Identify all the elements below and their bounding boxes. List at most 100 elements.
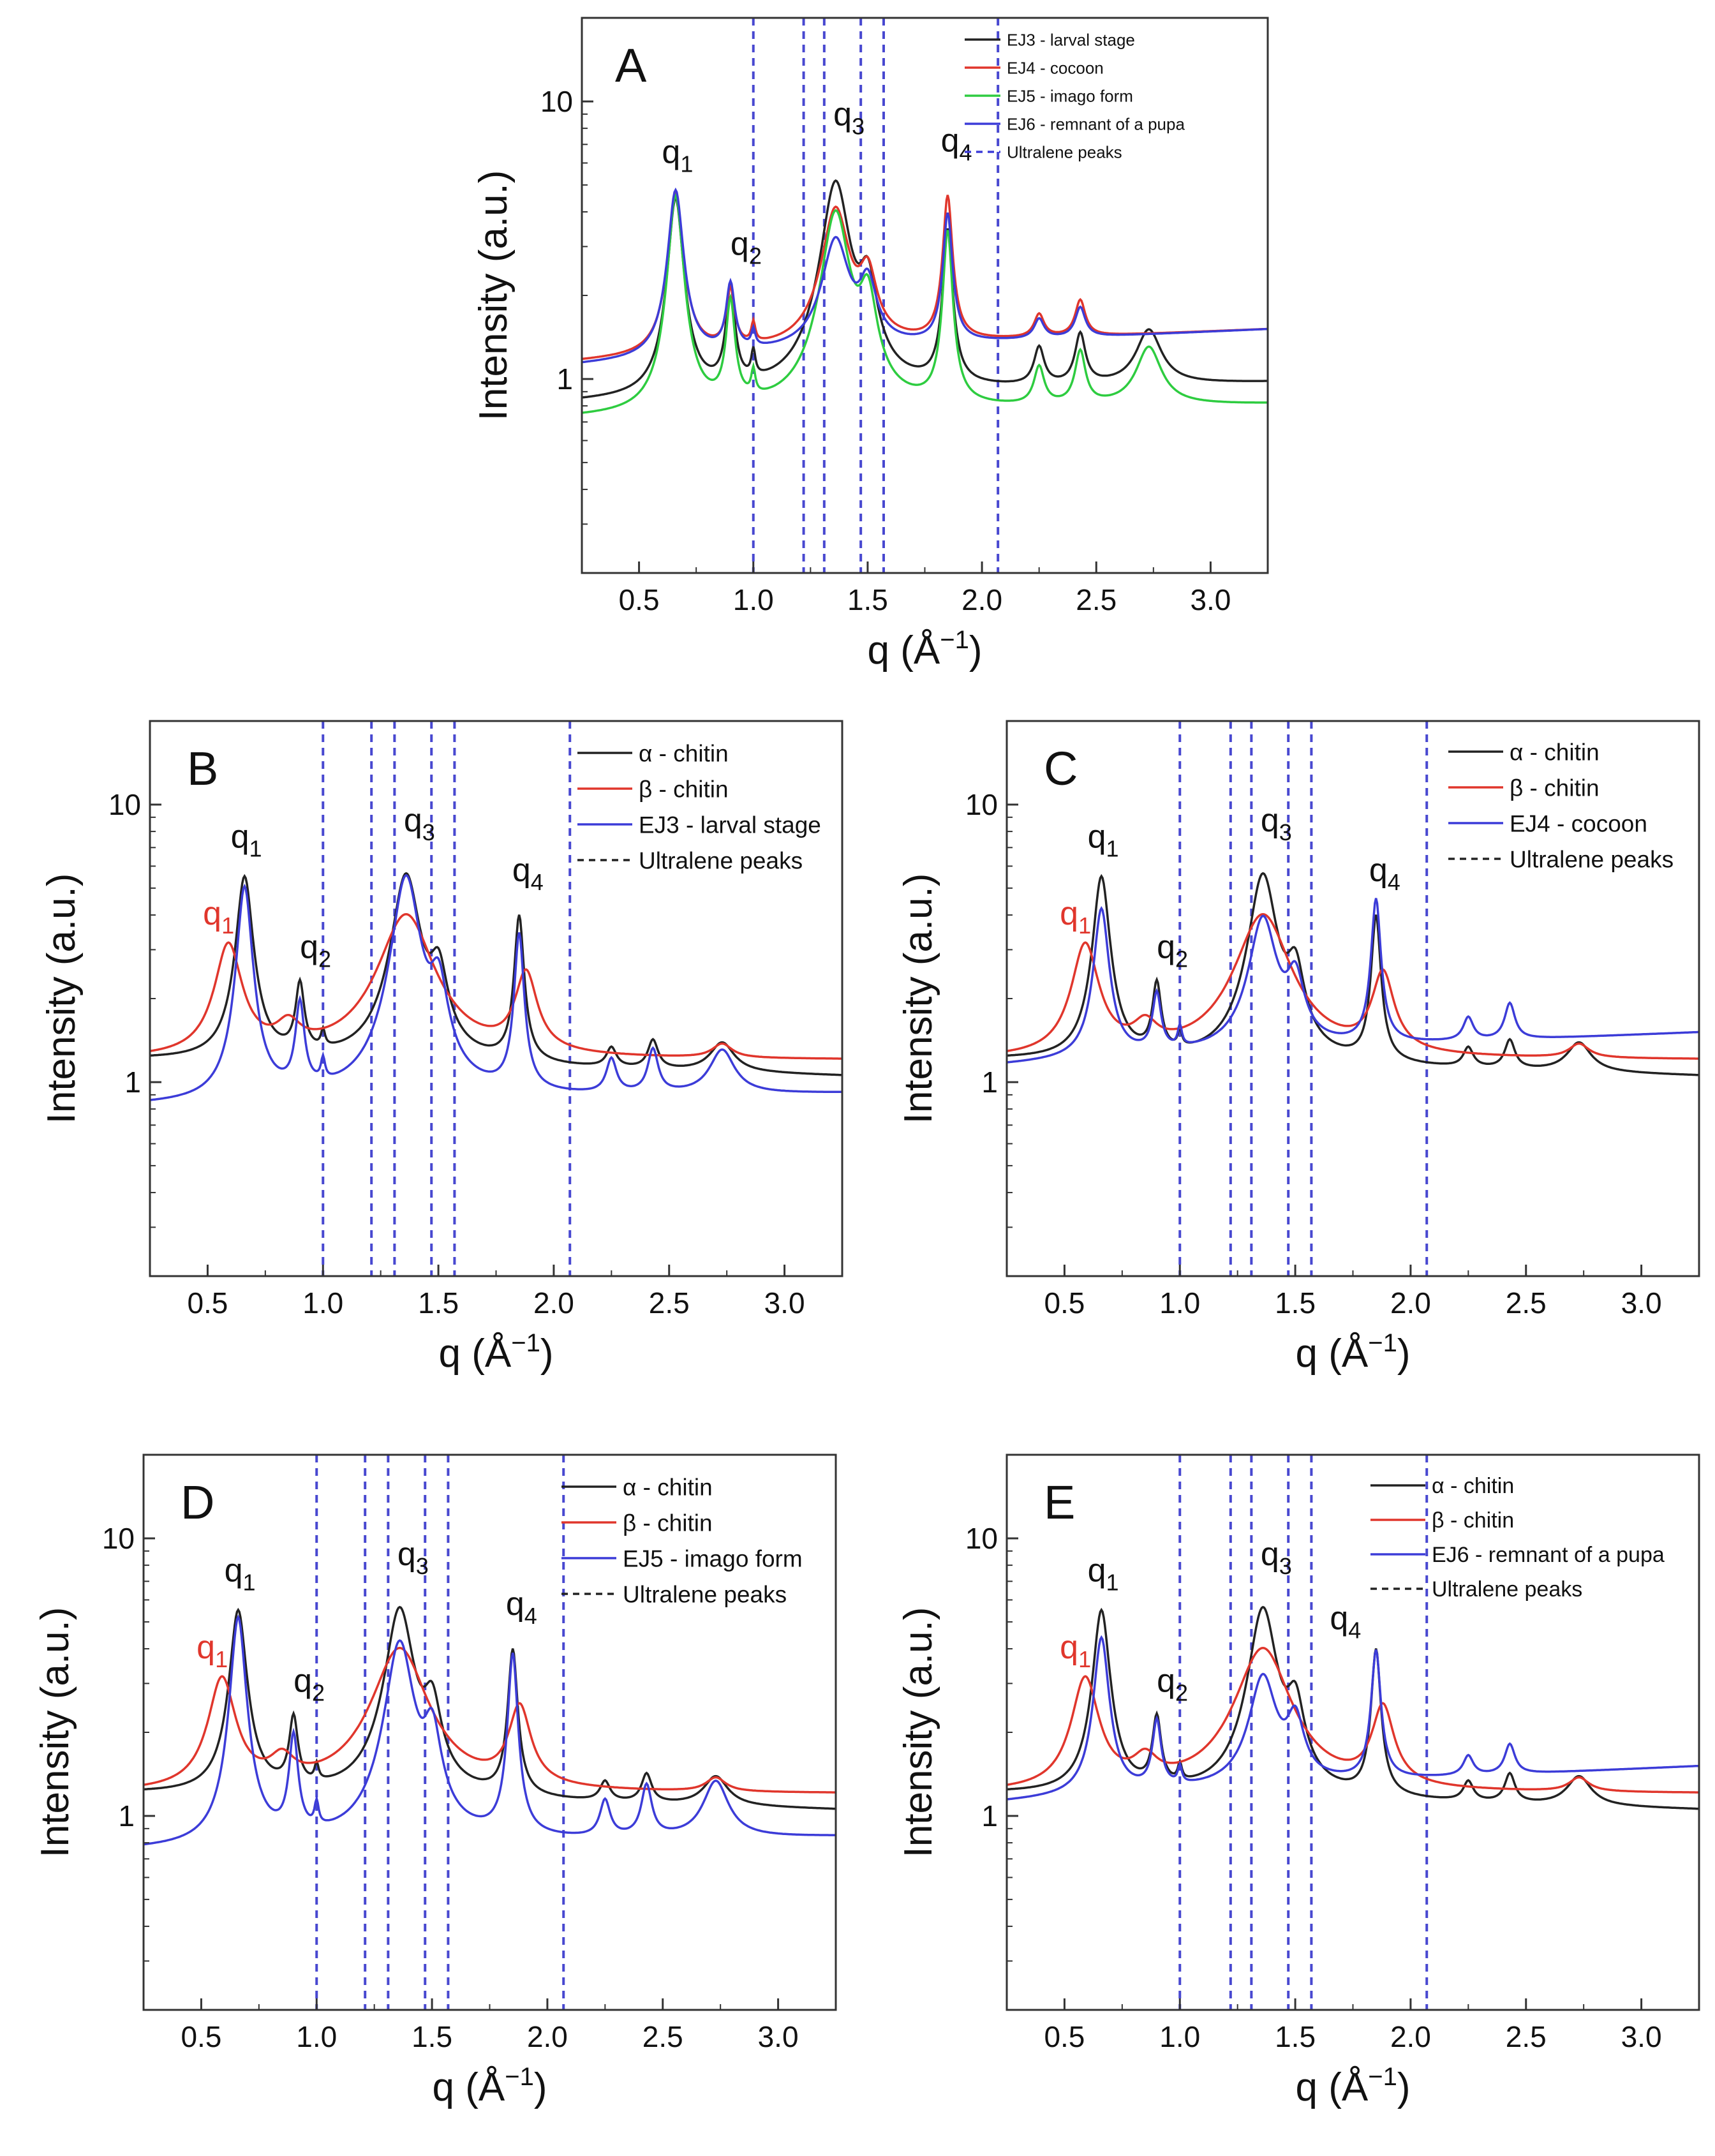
x-axis-title: q (Å−1) <box>439 1329 554 1376</box>
x-tick-label: 1.0 <box>733 583 774 616</box>
peak-label-base: q <box>1088 1552 1106 1589</box>
peak-label-base: q <box>1369 852 1388 889</box>
peak-label: q2 <box>1157 1662 1188 1706</box>
peak-label-base: q <box>731 225 749 262</box>
x-tick-label: 1.5 <box>418 1286 459 1320</box>
peak-label-base: q <box>397 1536 416 1573</box>
peak-label: q3 <box>1261 1536 1292 1579</box>
legend-label: α - chitin <box>639 740 729 766</box>
peak-label-sub: 1 <box>1078 912 1091 939</box>
x-axis-title-sup: −1 <box>1368 2063 1397 2091</box>
series-line-3 <box>1007 1635 1699 1801</box>
panel-letter: C <box>1044 742 1078 795</box>
legend-label: β - chitin <box>1510 775 1600 801</box>
peak-label-base: q <box>662 133 680 170</box>
peak-label-base: q <box>300 928 318 965</box>
x-tick-label: 0.5 <box>1044 2020 1085 2053</box>
x-axis-title-close: ) <box>540 1332 554 1376</box>
x-tick-label: 2.0 <box>1390 1286 1431 1320</box>
y-axis-title: Intensity (a.u.) <box>33 1607 77 1858</box>
x-tick-label: 0.5 <box>181 2020 221 2053</box>
plot-frame <box>149 720 843 1277</box>
panel-letter: A <box>615 39 647 92</box>
peak-label-sub: 1 <box>243 1569 256 1595</box>
peak-label-sub: 1 <box>1078 1646 1091 1672</box>
panel-b: 0.5 1.0 1.5 2.0 2.5 3.0 1 10 Intensity (a.u.) q (… <box>40 720 843 1376</box>
y-tick-label: 1 <box>124 1066 141 1099</box>
series-line-2 <box>144 1647 836 1794</box>
legend-label: Ultralene peaks <box>639 847 803 874</box>
y-axis-title: Intensity (a.u.) <box>896 1607 940 1858</box>
peak-label-sub: 4 <box>531 869 544 895</box>
plot-frame <box>142 1453 837 2011</box>
peak-label: q1 <box>1060 1629 1091 1672</box>
x-tick-label: 2.5 <box>1506 2020 1547 2053</box>
peak-label: q3 <box>404 802 435 845</box>
x-tick-label: 2.0 <box>527 2020 568 2053</box>
peak-label: q2 <box>731 225 762 269</box>
legend-label: Ultralene peaks <box>1510 846 1674 872</box>
peak-label-sub: 3 <box>852 113 865 139</box>
x-tick-label: 1.0 <box>296 2020 337 2053</box>
legend-label: EJ4 - cocoon <box>1510 810 1647 836</box>
peak-label-sub: 2 <box>312 1679 325 1706</box>
legend-label: EJ6 - remnant of a pupa <box>1007 114 1185 133</box>
peak-label-sub: 1 <box>1106 1569 1119 1595</box>
x-tick-label: 2.0 <box>533 1286 574 1320</box>
peak-label-base: q <box>404 802 422 839</box>
x-tick-label: 0.5 <box>619 583 660 616</box>
peak-label-base: q <box>1157 928 1175 965</box>
peak-label-sub: 1 <box>1106 835 1119 861</box>
legend-label: EJ4 - cocoon <box>1007 58 1104 77</box>
peak-label-sub: 1 <box>249 835 262 861</box>
peak-label: q1 <box>662 133 693 177</box>
x-axis-title-main: q (Å <box>439 1332 512 1376</box>
peak-label: q3 <box>1261 802 1292 845</box>
x-tick-label: 1.5 <box>847 583 888 616</box>
x-tick-label: 2.5 <box>1506 1286 1547 1320</box>
x-axis-title-main: q (Å <box>868 628 940 673</box>
x-tick-label: 1.5 <box>412 2020 452 2053</box>
x-axis-title-close: ) <box>969 628 983 673</box>
y-tick-label: 1 <box>981 1799 998 1833</box>
plot-frame <box>1006 1453 1700 2011</box>
peak-label: q1 <box>197 1629 228 1672</box>
x-tick-label: 3.0 <box>1621 1286 1662 1320</box>
panel-letter: E <box>1044 1476 1075 1529</box>
legend-label: Ultralene peaks <box>1432 1577 1582 1602</box>
x-axis-title-close: ) <box>1397 2065 1411 2109</box>
x-axis-title-main: q (Å <box>1296 1332 1369 1376</box>
peak-label: q3 <box>833 96 865 139</box>
legend-label: Ultralene peaks <box>623 1581 787 1607</box>
x-axis-title-sup: −1 <box>511 1329 540 1357</box>
series-line-2 <box>150 913 842 1060</box>
peak-label: q1 <box>1088 818 1119 861</box>
peak-label-sub: 3 <box>422 819 435 845</box>
peak-label-sub: 3 <box>416 1553 429 1579</box>
peak-label-sub: 2 <box>318 946 331 972</box>
x-axis-title-main: q (Å <box>433 2065 505 2109</box>
peak-label: q4 <box>506 1586 537 1629</box>
x-axis-title: q (Å−1) <box>1296 2063 1411 2109</box>
x-tick-label: 2.0 <box>1390 2020 1431 2053</box>
x-tick-label: 2.5 <box>649 1286 690 1320</box>
peak-label: q1 <box>225 1552 256 1595</box>
legend-label: β - chitin <box>1432 1508 1514 1533</box>
plot-frame <box>1006 720 1700 1277</box>
y-tick-label: 1 <box>981 1066 998 1099</box>
peak-label-sub: 2 <box>1175 946 1188 972</box>
peak-label: q4 <box>1330 1600 1361 1644</box>
y-axis-title: Intensity (a.u.) <box>471 170 516 421</box>
panel-d: 0.5 1.0 1.5 2.0 2.5 3.0 1 10 Intensity (a.u.) q (… <box>33 1453 837 2109</box>
x-tick-label: 2.5 <box>642 2020 683 2053</box>
x-tick-label: 3.0 <box>1190 583 1231 616</box>
peak-label-sub: 1 <box>680 151 693 177</box>
peak-label-base: q <box>231 818 249 855</box>
y-tick-label: 1 <box>556 362 573 396</box>
peak-label: q2 <box>293 1662 325 1706</box>
x-tick-label: 3.0 <box>758 2020 799 2053</box>
legend-label: β - chitin <box>623 1510 713 1536</box>
x-tick-label: 1.0 <box>302 1286 343 1320</box>
peak-label-base: q <box>197 1629 215 1666</box>
